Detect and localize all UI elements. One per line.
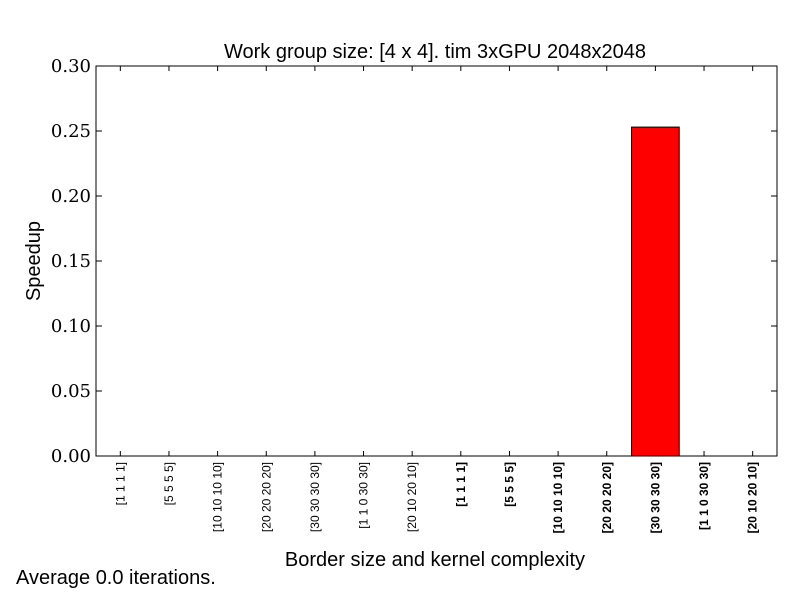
y-tick-label: 0.20 [51,186,91,207]
y-tick-label: 0.15 [51,251,91,272]
y-tick-label: 0.00 [51,446,91,467]
x-tick-label: [10 10 10 10] [211,462,225,532]
x-tick-label: [1 1 0 30 30] [697,462,711,530]
y-tick-label: 0.10 [51,316,91,337]
y-tick-label: 0.25 [51,121,91,142]
footnote: Average 0.0 iterations. [16,567,216,589]
x-tick-label: [20 10 20 10] [405,462,419,532]
x-tick-label: [10 10 10 10] [551,462,565,533]
x-tick-label: [1 1 1 1] [113,462,127,505]
x-tick-label: [20 20 20 20] [259,462,273,532]
x-tick-label: [1 1 1 1] [454,462,468,507]
x-tick-label: [5 5 5 5] [502,462,516,507]
bars [631,126,680,457]
y-axis-label: Speedup [23,221,45,301]
chart-title: Work group size: [4 x 4]. tim 3xGPU 2048… [224,41,646,63]
plot-frame [95,65,778,457]
x-axis-label: Border size and kernel complexity [285,549,585,571]
x-tick-label: [5 5 5 5] [162,462,176,505]
x-tick-labels: [1 1 1 1] [5 5 5 5] [10 10 10 10] [20 20 20… [113,462,759,533]
x-tick-label: [30 30 30 30] [308,462,322,532]
x-tick-label: [1 1 0 30 30] [357,462,371,529]
x-tick-label: [20 20 20 20] [600,462,614,533]
bar [631,126,680,457]
y-tick-label: 0.05 [51,381,91,402]
y-tick-labels: 0.00 0.05 0.10 0.15 0.20 0.25 0.30 [51,56,91,467]
y-tick-label: 0.30 [51,56,91,77]
x-tick-label: [30 30 30 30] [648,462,662,533]
x-tick-label: [20 10 20 10] [746,462,760,533]
